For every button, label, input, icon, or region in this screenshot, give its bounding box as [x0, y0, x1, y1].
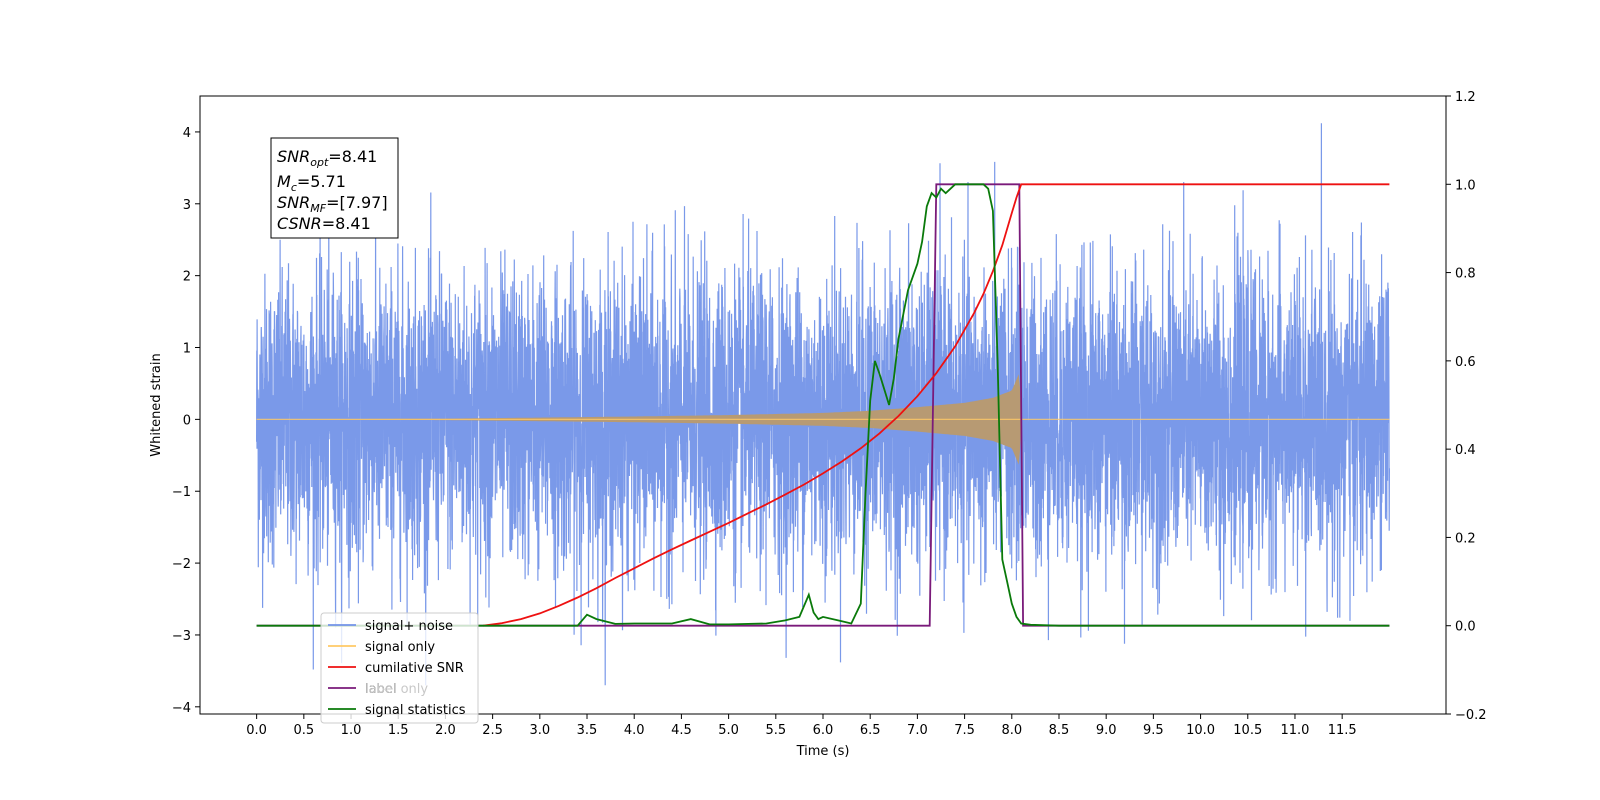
y2-tick-label: 1.0: [1455, 178, 1476, 193]
annotation-csnr: CSNR=8.41: [277, 214, 371, 233]
y-tick-label: 4: [183, 126, 191, 141]
annotation-snr-mf: SNRMF=[7.97]: [277, 193, 388, 215]
y2-tick-label: 0.0: [1455, 620, 1476, 635]
y-tick-label: 0: [183, 413, 191, 428]
legend-label-signal-noise: signal+ noise: [365, 619, 453, 634]
x-tick-label: 4.5: [671, 723, 692, 738]
legend-label-signal-only: signal only: [365, 640, 435, 655]
x-tick-label: 3.5: [577, 723, 598, 738]
x-tick-label: 3.0: [529, 723, 550, 738]
y-tick-label: −3: [172, 629, 191, 644]
y-axis-right: −0.2 0.0 0.2 0.4 0.6 0.8 1.0 1.2: [1446, 90, 1487, 723]
x-tick-label: 1.0: [341, 723, 362, 738]
y-tick-label: 1: [183, 342, 191, 357]
x-axis: 0.0 0.5 1.0 1.5 2.0 2.5 3.0 3.5 4.0 4.5 5.0 5.5 6.0 6…: [246, 714, 1357, 738]
y-tick-label: −2: [172, 557, 191, 572]
x-tick-label: 10.5: [1233, 723, 1262, 738]
x-tick-label: 9.5: [1143, 723, 1164, 738]
x-tick-label: 6.5: [860, 723, 881, 738]
x-tick-label: 8.0: [1001, 723, 1022, 738]
annotation-mc: Mc=5.71: [277, 172, 346, 194]
annotation-frame: [270, 137, 399, 239]
x-tick-label: 6.0: [813, 723, 834, 738]
y-axis-left: −4 −3 −2 −1 0 1 2 3 4: [172, 126, 200, 716]
x-tick-label: 0.0: [246, 723, 267, 738]
legend-label-signal-statistics: signal statistics: [365, 703, 466, 718]
x-tick-label: 9.0: [1096, 723, 1117, 738]
plot-data-layer: [256, 123, 1390, 686]
x-tick-label: 0.5: [293, 723, 314, 738]
legend-label-cumulative-snr: cumilative SNR: [365, 661, 464, 676]
x-tick-label: 11.0: [1280, 723, 1309, 738]
x-tick-label: 2.5: [482, 723, 503, 738]
y-tick-label: 2: [183, 270, 191, 285]
x-tick-label: 4.0: [624, 723, 645, 738]
y2-tick-label: 0.8: [1455, 267, 1476, 282]
y2-tick-label: −0.2: [1455, 708, 1487, 723]
x-tick-label: 1.5: [388, 723, 409, 738]
x-tick-label: 2.0: [435, 723, 456, 738]
x-tick-label: 11.5: [1328, 723, 1357, 738]
y2-tick-label: 0.4: [1455, 443, 1476, 458]
legend-frame: [320, 612, 479, 724]
y-tick-label: −1: [172, 485, 191, 500]
x-axis-label: Time (s): [796, 744, 850, 759]
x-tick-label: 5.5: [765, 723, 786, 738]
annotation-snr-opt: SNRopt=8.41: [277, 147, 377, 169]
x-tick-label: 5.0: [718, 723, 739, 738]
y2-tick-label: 1.2: [1455, 90, 1476, 105]
y-tick-label: 3: [183, 198, 191, 213]
x-tick-label: 10.0: [1186, 723, 1215, 738]
series-signal-statistics: [256, 183, 1390, 627]
legend-label-label-only: label only: [365, 682, 428, 697]
y-tick-label: −4: [172, 701, 191, 716]
x-tick-label: 7.5: [954, 723, 975, 738]
y2-tick-label: 0.2: [1455, 531, 1476, 546]
legend: signal+ noise signal only cumilative SNR…: [320, 612, 479, 724]
series-cumulative-snr: [483, 183, 1390, 627]
y-axis-label: Whitened strain: [149, 353, 164, 456]
x-tick-label: 8.5: [1049, 723, 1070, 738]
x-tick-label: 7.0: [907, 723, 928, 738]
y2-tick-label: 0.6: [1455, 355, 1476, 370]
legend-label-label: label: [365, 682, 396, 697]
annotation-box: SNRopt=8.41 Mc=5.71 SNRMF=[7.97] CSNR=8.…: [270, 137, 399, 239]
